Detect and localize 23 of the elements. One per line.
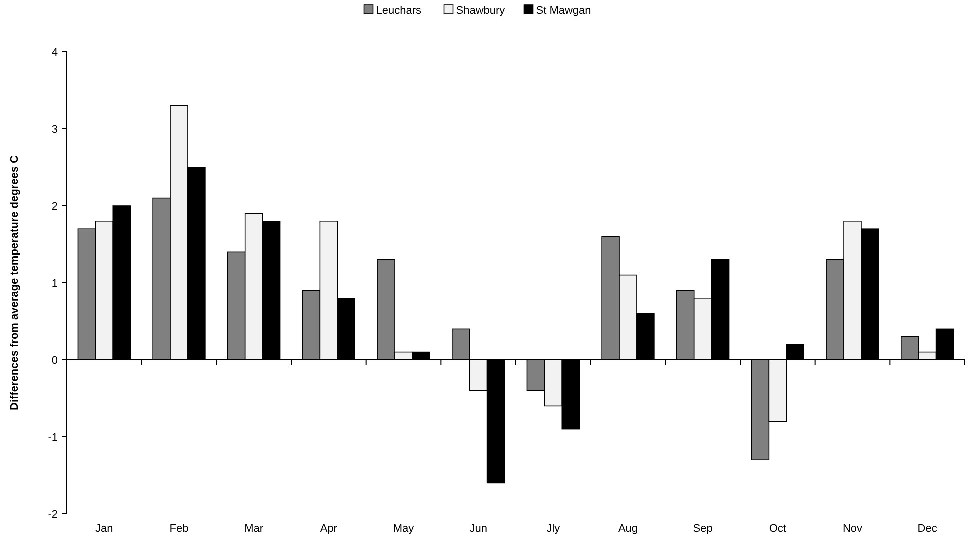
x-tick-label: Aug <box>618 523 638 535</box>
legend-label: Shawbury <box>456 5 506 17</box>
x-tick-label: Feb <box>170 523 189 535</box>
y-tick-label: 0 <box>52 354 58 367</box>
x-tick-label: May <box>393 523 415 535</box>
x-tick-label: Oct <box>769 523 786 535</box>
x-tick-label: Dec <box>918 523 938 535</box>
y-tick-label: -1 <box>48 432 58 444</box>
y-tick-label: 4 <box>52 46 58 59</box>
x-tick-label: Nov <box>842 523 864 535</box>
x-tick-label: Jun <box>470 523 488 535</box>
y-tick-label: 1 <box>52 278 58 290</box>
y-tick-label: 3 <box>52 124 58 136</box>
x-tick-label: Sep <box>693 523 713 535</box>
legend-label: St Mawgan <box>536 5 592 17</box>
y-tick-label: 2 <box>52 200 58 213</box>
x-tick-label: Apr <box>320 523 338 535</box>
x-tick-label: Jan <box>96 523 114 535</box>
x-tick-label: Mar <box>244 523 264 535</box>
y-axis-title: Differences from average temperature degrees C <box>9 155 21 410</box>
y-tick-label: -2 <box>48 508 58 521</box>
x-tick-label: Jly <box>546 523 561 535</box>
legend-label: Leuchars <box>376 5 422 17</box>
